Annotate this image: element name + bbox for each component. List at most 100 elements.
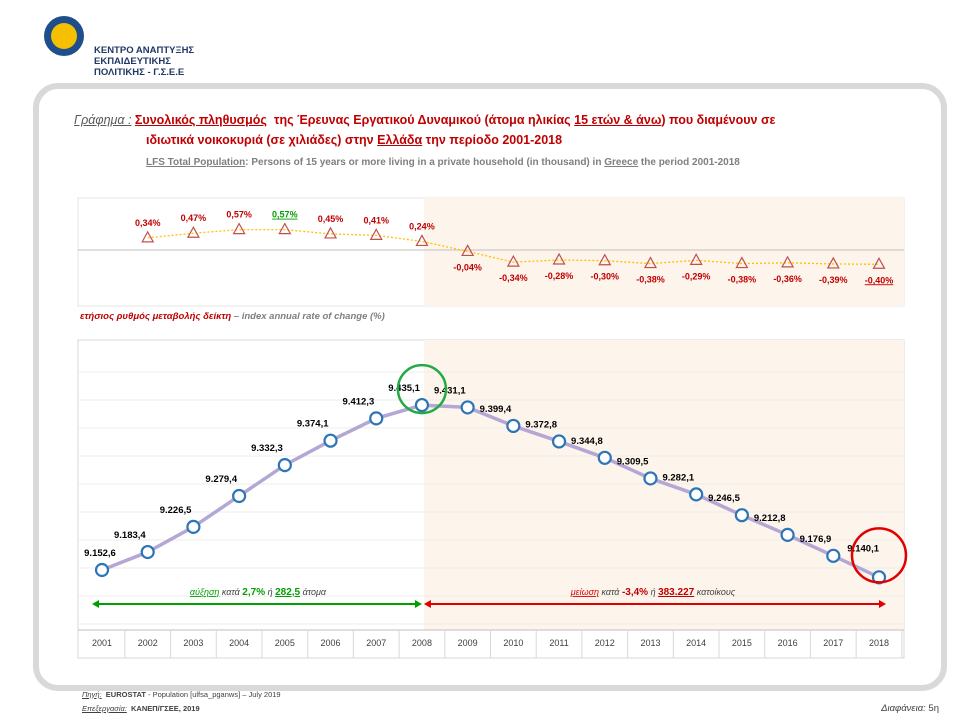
data-label: 0,24% [409, 221, 435, 231]
data-label: 9.226,5 [160, 505, 192, 516]
marker [643, 256, 657, 269]
marker [597, 450, 612, 465]
data-label: 9.374,1 [297, 419, 329, 430]
processing-part: ΚΑΝΕΠ/ΓΣΕΕ, 2019 [126, 704, 200, 713]
marker [872, 257, 886, 269]
data-label: 9.372,8 [525, 419, 557, 430]
marker [186, 519, 201, 534]
annotation-part: -3,4% [622, 587, 648, 598]
line [147, 228, 880, 265]
data-label: 9.282,1 [662, 472, 694, 483]
source-part: - Population [ulfsa_pganws] – July 2019 [145, 690, 281, 699]
marker [232, 488, 247, 504]
shade [424, 198, 904, 306]
annotation: αύξηση κατά 2,7% ή 282,5 άτομα [190, 587, 327, 598]
data-label: 0,45% [318, 214, 344, 224]
logo-inner [51, 23, 77, 49]
data-label: 9.212,8 [754, 513, 786, 524]
marker [232, 222, 246, 235]
marker [689, 487, 704, 502]
x-tick-label: 2007 [366, 638, 386, 648]
x-tick-label: 2009 [458, 638, 478, 648]
marker [186, 225, 200, 238]
x-tick-label: 2017 [823, 638, 843, 648]
data-label: -0,28% [545, 271, 574, 281]
x-tick-label: 2016 [778, 638, 798, 648]
marker [323, 433, 338, 448]
marker [461, 244, 475, 257]
marker [781, 255, 795, 268]
x-tick-label: 2013 [640, 638, 660, 648]
data-label: -0,40% [865, 275, 894, 285]
data-label: 9.246,5 [708, 493, 740, 504]
x-tick-label: 2008 [412, 638, 432, 648]
title-part: Συνολικός πληθυσμός [134, 113, 267, 127]
data-label: 0,47% [181, 213, 207, 223]
annotation-part: άτομα [300, 587, 327, 597]
data-label: 9.183,4 [114, 530, 146, 541]
marker [552, 252, 566, 265]
marker [506, 254, 520, 267]
marker [735, 256, 749, 269]
marker [278, 222, 292, 235]
x-tick-label: 2011 [549, 638, 568, 648]
data-label: 0,57% [226, 210, 252, 220]
marker [277, 458, 292, 473]
source-part: EUROSTAT [101, 690, 146, 699]
title-line2: ιδιωτικά νοικοκυριά (σε χιλιάδες) στην Ε… [146, 133, 562, 147]
processing: Επεξεργασία: ΚΑΝΕΠ/ΓΣΕΕ, 2019 [82, 704, 200, 713]
marker [551, 434, 567, 449]
subtitle: LFS Total Population: Persons of 15 year… [146, 157, 740, 168]
data-label: 9.412,3 [343, 396, 375, 407]
marker [780, 527, 795, 542]
annotation-part: κατά [599, 587, 622, 597]
slide-part: 5η [925, 703, 939, 714]
data-label: -0,38% [636, 275, 665, 285]
title-part: ) που διαμένουν σε [661, 113, 776, 127]
data-label: 9.152,6 [84, 548, 116, 559]
subtitle-part: LFS Total Population [146, 157, 246, 168]
data-label: -0,04% [453, 262, 482, 272]
subtitle-part: : Persons of 15 years or more living in … [245, 157, 605, 168]
title-label: Γράφημα : [74, 113, 132, 127]
annotation-part: κατά [219, 587, 242, 597]
data-label: -0,29% [682, 271, 711, 281]
data-label: 0,41% [363, 215, 389, 225]
org: ΠΟΛΙΤΙΚΗΣ - Γ.Σ.Ε.Ε [94, 67, 184, 78]
source: Πηγή: EUROSTAT - Population [ulfsa_pganw… [82, 690, 281, 699]
data-label: 9.332,3 [251, 443, 283, 454]
data-label: -0,30% [590, 272, 619, 282]
x-tick-label: 2001 [92, 638, 112, 648]
x-tick-label: 2015 [732, 638, 752, 648]
data-label: -0,36% [773, 274, 802, 284]
title-line1: Γράφημα : Συνολικός πληθυσμός της Έρευνα… [74, 113, 775, 127]
marker [324, 226, 338, 239]
data-label: -0,34% [499, 273, 528, 283]
x-tick-label: 2005 [275, 638, 295, 648]
marker [369, 228, 383, 240]
data-label: 0,57% [272, 210, 298, 220]
data-label: 0,34% [135, 218, 161, 228]
data-label: 9.309,5 [617, 456, 649, 467]
highlight [396, 363, 448, 415]
title-part: 2001-2018 [502, 133, 563, 147]
marker [94, 562, 110, 578]
processing-part: Επεξεργασία: [82, 704, 127, 713]
marker [140, 544, 155, 560]
org: ΕΚΠΑΙΔΕΥΤΙΚΗΣ [94, 56, 171, 67]
marker [506, 418, 521, 434]
marker [689, 253, 703, 265]
marker [369, 411, 384, 426]
x-tick-label: 2014 [686, 638, 706, 648]
data-label: 9.435,1 [388, 383, 420, 394]
highlight [850, 527, 908, 584]
x-tick-label: 2006 [321, 638, 341, 648]
line [101, 403, 880, 579]
title-part: της Έρευνας Εργατικού Δυναμικού (άτομα η… [266, 113, 575, 127]
annotation-part: κατοίκους [694, 587, 736, 597]
slide-number: Διαφάνεια: 5η [881, 703, 939, 714]
marker [598, 253, 612, 266]
title-part: 15 ετών & άνω [574, 113, 662, 127]
